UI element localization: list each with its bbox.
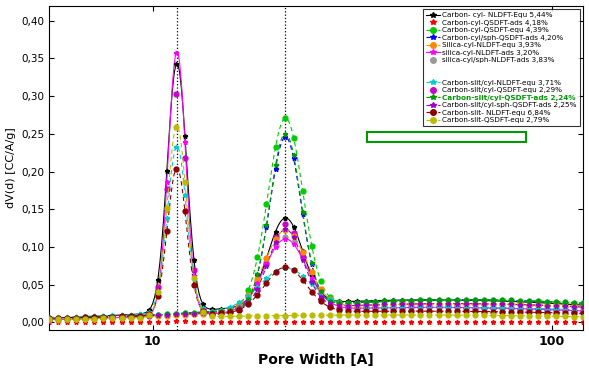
X-axis label: Pore Width [A]: Pore Width [A] [259,354,374,367]
Legend: Carbon- cyl- NLDFT-Equ 5,44%, Carbon-cyl-QSDFT-ads 4,18%, Carbon-cyl-QSDFT-equ 4: Carbon- cyl- NLDFT-Equ 5,44%, Carbon-cyl… [423,9,580,126]
Y-axis label: dV(d) [CC/A/g]: dV(d) [CC/A/g] [5,128,15,208]
